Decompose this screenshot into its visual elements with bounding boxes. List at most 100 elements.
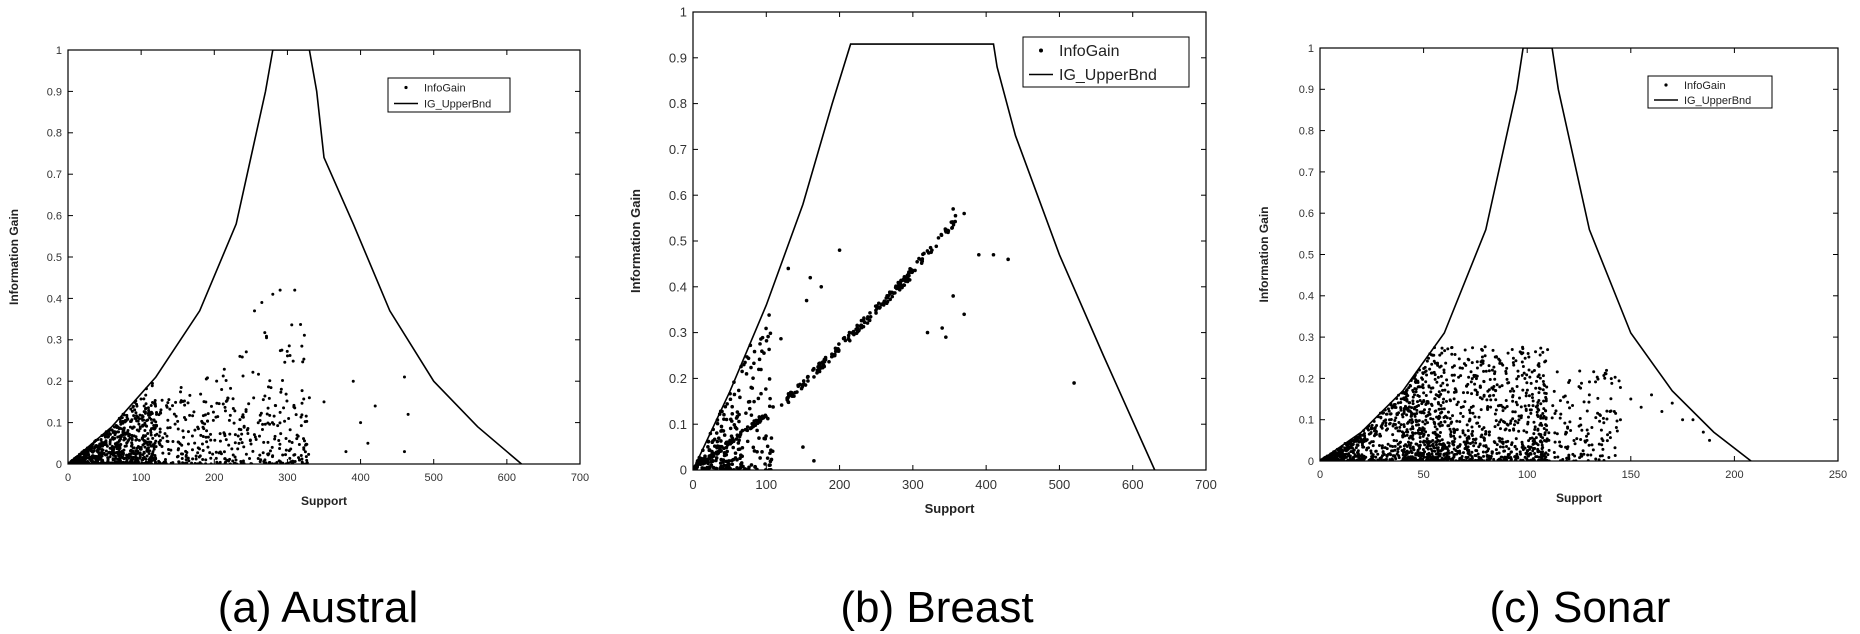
infogain-point bbox=[108, 450, 112, 454]
infogain-point bbox=[193, 461, 197, 464]
infogain-point bbox=[305, 458, 309, 462]
infogain-point bbox=[1536, 401, 1540, 405]
infogain-point bbox=[1603, 371, 1607, 375]
infogain-point bbox=[1475, 390, 1479, 394]
infogain-point bbox=[1457, 357, 1461, 361]
infogain-point bbox=[144, 457, 148, 461]
infogain-point bbox=[759, 337, 763, 341]
infogain-point bbox=[153, 399, 157, 403]
infogain-point bbox=[1374, 455, 1378, 459]
infogain-point bbox=[936, 236, 941, 240]
infogain-point bbox=[181, 461, 185, 464]
infogain-point bbox=[1361, 445, 1365, 449]
infogain-point bbox=[723, 404, 728, 409]
infogain-point bbox=[112, 425, 116, 429]
infogain-point bbox=[1504, 369, 1508, 373]
infogain-point bbox=[1402, 433, 1406, 437]
infogain-point bbox=[1352, 440, 1356, 444]
infogain-point bbox=[181, 452, 185, 456]
y-tick-label: 0.7 bbox=[47, 169, 62, 181]
infogain-point bbox=[1508, 389, 1512, 393]
y-tick-label: 1 bbox=[56, 45, 62, 57]
y-tick-label: 0.1 bbox=[669, 417, 687, 432]
infogain-point bbox=[852, 332, 856, 337]
infogain-point bbox=[117, 439, 121, 443]
infogain-point bbox=[166, 401, 170, 405]
infogain-point bbox=[1681, 418, 1685, 422]
infogain-point bbox=[739, 430, 743, 435]
y-tick-label: 0.4 bbox=[1299, 291, 1314, 303]
infogain-point bbox=[1571, 403, 1575, 407]
infogain-point bbox=[1474, 449, 1478, 453]
infogain-point bbox=[1445, 447, 1449, 451]
infogain-point bbox=[1514, 458, 1518, 461]
infogain-point bbox=[121, 429, 125, 433]
infogain-point bbox=[1590, 426, 1594, 430]
infogain-point bbox=[747, 406, 752, 411]
infogain-point bbox=[1523, 377, 1527, 381]
infogain-point bbox=[146, 431, 150, 435]
infogain-point bbox=[721, 466, 725, 470]
infogain-point bbox=[185, 461, 189, 464]
infogain-point bbox=[143, 429, 147, 433]
infogain-point bbox=[303, 450, 307, 454]
infogain-point bbox=[272, 422, 276, 426]
infogain-point bbox=[237, 441, 241, 445]
infogain-point bbox=[217, 402, 221, 406]
infogain-point bbox=[247, 402, 251, 406]
infogain-point bbox=[1413, 414, 1417, 418]
infogain-point bbox=[130, 451, 134, 455]
infogain-point bbox=[102, 451, 106, 455]
y-tick-label: 0.9 bbox=[669, 50, 687, 65]
infogain-point bbox=[1415, 458, 1419, 461]
infogain-point bbox=[129, 407, 133, 411]
infogain-point bbox=[1487, 454, 1491, 458]
infogain-point bbox=[223, 461, 227, 464]
y-tick-label: 0.6 bbox=[1299, 208, 1314, 220]
infogain-point bbox=[1490, 368, 1494, 372]
infogain-point bbox=[732, 468, 736, 470]
infogain-point bbox=[1459, 456, 1463, 460]
chart-1: 0 100 200 300 400 500 600 70000.10.20.30.40.50.… bbox=[628, 5, 1217, 516]
infogain-point bbox=[1529, 445, 1533, 449]
infogain-point bbox=[136, 415, 140, 419]
infogain-point bbox=[1527, 439, 1531, 443]
infogain-point bbox=[1510, 443, 1514, 447]
infogain-point bbox=[244, 409, 248, 413]
infogain-point bbox=[1482, 444, 1486, 448]
infogain-point bbox=[1580, 428, 1584, 432]
infogain-point bbox=[1553, 440, 1557, 444]
infogain-point bbox=[1436, 459, 1440, 461]
infogain-point bbox=[161, 451, 165, 455]
infogain-point bbox=[879, 302, 884, 307]
infogain-point bbox=[108, 432, 112, 436]
infogain-point bbox=[1392, 439, 1396, 443]
infogain-point bbox=[1509, 421, 1513, 425]
infogain-point bbox=[1417, 404, 1421, 408]
infogain-point bbox=[209, 462, 213, 464]
infogain-point bbox=[1501, 419, 1505, 423]
infogain-point bbox=[1442, 368, 1446, 372]
infogain-point bbox=[110, 461, 114, 464]
infogain-point bbox=[1495, 443, 1499, 447]
infogain-point bbox=[209, 456, 213, 460]
infogain-point bbox=[1512, 423, 1516, 427]
infogain-point bbox=[290, 440, 294, 444]
infogain-point bbox=[133, 416, 137, 420]
figure-caption: (c) Sonar bbox=[1490, 583, 1671, 632]
infogain-point bbox=[962, 312, 966, 317]
infogain-point bbox=[219, 452, 223, 456]
ig-upperbnd-curve bbox=[1320, 48, 1752, 461]
infogain-point bbox=[151, 426, 155, 430]
infogain-point bbox=[893, 291, 897, 295]
infogain-point bbox=[1431, 386, 1435, 390]
infogain-point bbox=[907, 270, 911, 274]
y-tick-label: 0.3 bbox=[669, 325, 687, 340]
infogain-point bbox=[146, 437, 150, 441]
infogain-point bbox=[1449, 421, 1453, 425]
infogain-point bbox=[118, 456, 122, 460]
infogain-point bbox=[1410, 411, 1414, 415]
infogain-point bbox=[1545, 428, 1549, 432]
y-tick-label: 0.5 bbox=[1299, 249, 1314, 261]
infogain-point bbox=[1502, 458, 1506, 461]
